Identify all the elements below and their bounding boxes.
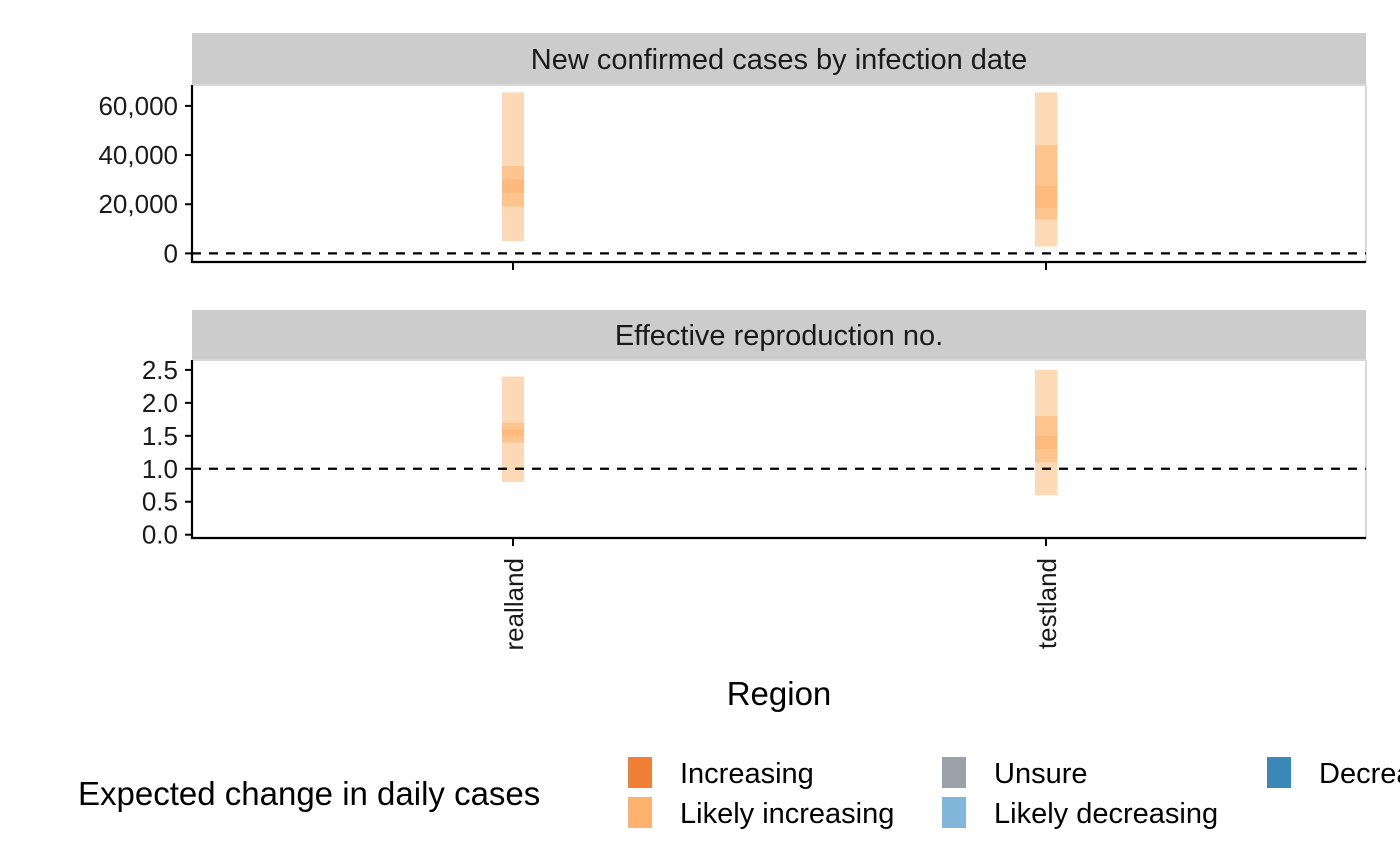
y-tick-label-1-5: 2.5	[142, 355, 178, 385]
y-tick-label-0-1: 20,000	[98, 189, 178, 219]
y-tick-label-0-3: 60,000	[98, 91, 178, 121]
facet-strip-1	[192, 310, 1366, 360]
x-axis-title: Region	[727, 675, 832, 712]
y-tick-label-1-2: 1.0	[142, 454, 178, 484]
range-bar-testland-20-facet-0	[1035, 185, 1057, 208]
legend-swatch-increasing	[628, 757, 652, 788]
range-bar-realland-20-facet-1	[502, 429, 524, 436]
facet-strip-0	[192, 33, 1366, 85]
x-tick-label-realland: realland	[499, 558, 529, 651]
y-tick-label-1-4: 2.0	[142, 388, 178, 418]
legend-label-decreasing: Decreasing	[1319, 758, 1400, 790]
y-tick-label-1-0: 0.0	[142, 520, 178, 550]
legend-swatch-likely-decreasing	[942, 797, 966, 828]
facet-title-0: New confirmed cases by infection date	[531, 44, 1027, 76]
range-bar-testland-20-facet-1	[1035, 435, 1057, 449]
legend-label-increasing: Increasing	[680, 758, 814, 790]
y-tick-label-0-0: 0	[164, 238, 178, 268]
legend-swatch-unsure	[942, 757, 966, 788]
y-tick-label-1-1: 0.5	[142, 487, 178, 517]
legend-swatch-likely-increasing	[628, 797, 652, 828]
range-bar-testland-50-facet-0	[1035, 145, 1057, 220]
facet-title-1: Effective reproduction no.	[615, 320, 943, 352]
x-tick-label-testland: testland	[1032, 558, 1062, 649]
y-tick-label-0-2: 40,000	[98, 140, 178, 170]
legend-label-unsure: Unsure	[994, 758, 1088, 790]
y-tick-label-1-3: 1.5	[142, 421, 178, 451]
legend-swatch-decreasing	[1267, 757, 1291, 788]
legend-title: Expected change in daily cases	[78, 775, 540, 812]
range-bar-realland-20-facet-0	[502, 179, 524, 194]
legend-label-likely-decreasing: Likely decreasing	[994, 798, 1218, 830]
legend-label-likely-increasing: Likely increasing	[680, 798, 894, 830]
